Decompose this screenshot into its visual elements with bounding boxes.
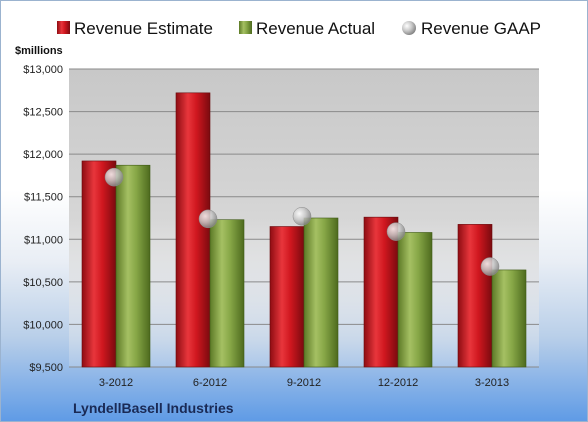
y-tick-label: $12,000 — [23, 149, 63, 161]
gaap-markers — [104, 167, 500, 276]
legend: Revenue Estimate Revenue Actual Revenue … — [57, 19, 541, 38]
bar-actual — [115, 164, 151, 368]
bar-estimate — [269, 226, 305, 368]
y-tick-label: $10,500 — [23, 277, 63, 289]
x-tick-label: 9-2012 — [287, 377, 321, 389]
y-tick-label: $10,000 — [23, 319, 63, 331]
y-tick-label: $12,500 — [23, 107, 63, 119]
legend-swatch-gaap — [402, 21, 416, 35]
gaap-marker — [292, 207, 312, 226]
y-axis-unit-label: $millions — [15, 45, 63, 57]
company-name: LyndellBasell Industries — [73, 400, 234, 416]
legend-label-gaap: Revenue GAAP — [421, 19, 541, 38]
x-axis-labels: 3-2012 6-2012 9-2012 12-2012 3-2013 — [99, 377, 509, 389]
gaap-marker — [386, 222, 406, 241]
gaap-marker — [198, 209, 218, 229]
bar-actual — [491, 269, 527, 368]
y-tick-label: $9,500 — [29, 362, 63, 374]
legend-swatch-estimate — [57, 21, 70, 34]
bar-estimate — [81, 160, 117, 368]
y-tick-label: $13,000 — [23, 64, 63, 76]
gaap-marker — [480, 257, 500, 276]
bar-actual — [303, 217, 339, 368]
x-tick-label: 6-2012 — [193, 377, 227, 389]
bar-estimate — [457, 224, 493, 368]
legend-swatch-actual — [239, 21, 252, 34]
y-tick-label: $11,000 — [24, 234, 63, 246]
bar-estimate — [175, 92, 211, 368]
y-tick-label: $11,500 — [24, 192, 63, 204]
gaap-marker — [104, 167, 124, 187]
legend-label-actual: Revenue Actual — [256, 19, 375, 38]
bar-actual — [209, 219, 245, 368]
x-tick-label: 12-2012 — [378, 377, 418, 389]
y-axis-ticks: $9,500 $10,000 $10,500 $11,000 $11,500 $12,00… — [23, 64, 63, 374]
legend-label-estimate: Revenue Estimate — [74, 19, 213, 38]
x-tick-label: 3-2012 — [99, 377, 133, 389]
bars — [81, 92, 527, 368]
x-tick-label: 3-2013 — [475, 377, 509, 389]
bar-estimate — [363, 216, 399, 368]
bar-actual — [397, 232, 433, 368]
